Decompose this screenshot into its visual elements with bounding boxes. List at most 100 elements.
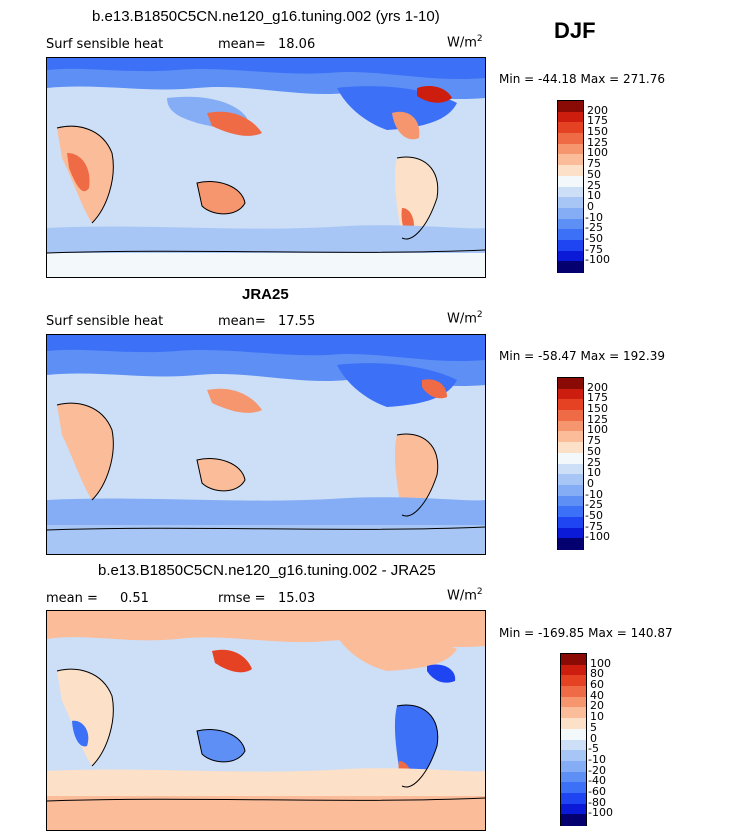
rmse-value: 15.03 (278, 591, 316, 606)
panel-title: b.e13.B1850C5CN.ne120_g16.tuning.002 (yr… (92, 8, 440, 25)
colorbar-tick-label: 125 (587, 135, 608, 149)
colorbar-tick-label: -80 (588, 795, 606, 809)
colorbar-tick-label: 175 (587, 114, 608, 128)
colorbar-segment (558, 239, 583, 252)
colorbar-tick-label: 10 (590, 710, 604, 724)
colorbar-tick-label: 10 (587, 466, 601, 480)
colorbar-segment (558, 388, 583, 400)
colorbar-segment (558, 197, 583, 209)
colorbar-tick-label: 20 (590, 699, 604, 713)
colorbar-segment (558, 250, 583, 262)
colorbar-segment (558, 484, 583, 497)
colorbar-diff (560, 653, 587, 826)
colorbar-tick-label: 10 (587, 189, 601, 203)
colorbar-tick-label: 25 (587, 178, 601, 192)
colorbar-tick-label: 60 (590, 678, 604, 692)
colorbar-segment (561, 675, 586, 687)
colorbar-tick-label: 200 (587, 380, 608, 394)
min-max-label: Min = -58.47 Max = 192.39 (499, 349, 665, 363)
colorbar-segment (558, 175, 583, 187)
colorbar-tick-label: 40 (590, 688, 604, 702)
colorbar-segment (561, 739, 586, 751)
units-label: W/m2 (447, 587, 483, 604)
colorbar-segment (558, 165, 583, 177)
colorbar-segment (558, 452, 583, 464)
colorbar-tick-label: -10 (585, 487, 603, 501)
min-max-label: Min = -169.85 Max = 140.87 (499, 626, 673, 640)
colorbar-segment (558, 122, 583, 134)
colorbar-segment (561, 728, 586, 740)
colorbar-tick-label: -100 (585, 253, 610, 267)
colorbar-segment (558, 207, 583, 220)
colorbar-tick-label: 5 (590, 720, 597, 734)
season-label: DJF (554, 18, 596, 43)
colorbar-segment (558, 229, 583, 241)
colorbar-segment (561, 803, 586, 815)
colorbar-segment (561, 696, 586, 708)
colorbar-segment (561, 686, 586, 698)
colorbar-tick-label: 50 (587, 167, 601, 181)
map-obs (46, 334, 486, 555)
panel-title: JRA25 (242, 286, 289, 303)
colorbar-tick-label: 200 (587, 103, 608, 117)
colorbar-segment (558, 506, 583, 518)
rmse-label: rmse = (218, 591, 266, 606)
variable-label: Surf sensible heat (46, 314, 164, 329)
colorbar-segment (558, 516, 583, 529)
colorbar-obs (557, 377, 584, 550)
colorbar-tick-label: 75 (587, 157, 601, 171)
colorbar-tick-label: -50 (585, 508, 603, 522)
colorbar-tick-label: 0 (590, 731, 597, 745)
colorbar-segment (561, 792, 586, 805)
colorbar-tick-label: -100 (588, 806, 613, 820)
colorbar-tick-label: 0 (587, 476, 594, 490)
colorbar-tick-label: 0 (587, 199, 594, 213)
colorbar-segment (558, 474, 583, 486)
colorbar-segment (561, 771, 586, 783)
colorbar-tick-label: 150 (587, 125, 608, 139)
colorbar-segment (558, 420, 583, 432)
colorbar-segment (561, 654, 586, 666)
variable-label: Surf sensible heat (46, 37, 164, 52)
mean-value: 18.06 (278, 37, 316, 52)
colorbar-tick-label: -10 (588, 752, 606, 766)
colorbar-segment (561, 707, 586, 719)
colorbar-segment (558, 143, 583, 155)
units-label: W/m2 (447, 310, 483, 327)
colorbar-segment (558, 442, 583, 454)
colorbar-segment (558, 399, 583, 411)
colorbar-tick-label: -25 (585, 498, 603, 512)
colorbar-tick-label: -5 (588, 742, 599, 756)
colorbar-tick-label: 50 (587, 444, 601, 458)
colorbar-tick-label: 175 (587, 391, 608, 405)
colorbar-segment (558, 431, 583, 443)
colorbar-segment (561, 718, 586, 730)
colorbar-segment (558, 111, 583, 123)
colorbar-segment (558, 154, 583, 166)
mean-label: mean = (46, 591, 98, 606)
colorbar-segment (558, 101, 583, 113)
colorbar-tick-label: -10 (585, 210, 603, 224)
colorbar-segment (561, 750, 586, 762)
colorbar-tick-label: 125 (587, 412, 608, 426)
mean-value: 17.55 (278, 314, 316, 329)
map-diff (46, 610, 486, 831)
min-max-label: Min = -44.18 Max = 271.76 (499, 72, 665, 86)
colorbar-segment (558, 218, 583, 230)
colorbar-segment (558, 538, 583, 550)
colorbar-segment (558, 186, 583, 198)
colorbar-tick-label: 100 (587, 423, 608, 437)
colorbar-segment (558, 133, 583, 145)
colorbar-tick-label: 150 (587, 402, 608, 416)
colorbar-tick-label: 80 (590, 667, 604, 681)
colorbar-tick-label: 100 (590, 656, 611, 670)
colorbar-tick-label: -75 (585, 242, 603, 256)
colorbar-segment (558, 378, 583, 390)
mean-label: mean= (218, 37, 266, 52)
colorbar-segment (561, 814, 586, 826)
colorbar-segment (558, 495, 583, 507)
units-label: W/m2 (447, 34, 483, 51)
colorbar-segment (561, 664, 586, 676)
colorbar-tick-label: -100 (585, 530, 610, 544)
colorbar-tick-label: 100 (587, 146, 608, 160)
